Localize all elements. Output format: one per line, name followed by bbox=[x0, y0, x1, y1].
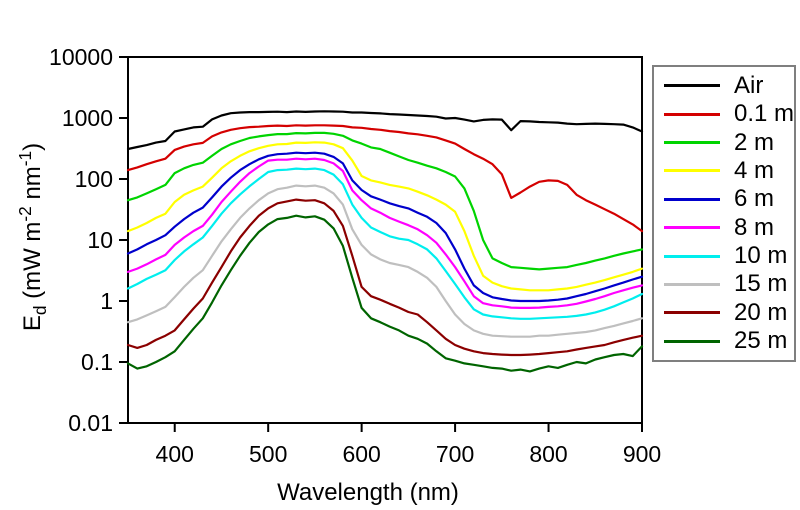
legend-item: Air bbox=[664, 72, 794, 100]
y-tick-label: 100 bbox=[75, 166, 113, 192]
x-tick-label: 700 bbox=[436, 441, 474, 467]
legend-line-swatch bbox=[664, 339, 720, 343]
legend-item: 25 m bbox=[664, 327, 794, 355]
legend-line-swatch bbox=[664, 141, 720, 145]
y-tick-label: 1000 bbox=[62, 105, 113, 131]
curve-0-1-m bbox=[126, 124, 644, 233]
curve-2-m bbox=[126, 131, 644, 271]
legend-item: 4 m bbox=[664, 157, 794, 185]
legend-item-label: 6 m bbox=[734, 185, 775, 213]
x-tick-label: 500 bbox=[249, 441, 287, 467]
y-tick-label: 10 bbox=[87, 227, 113, 253]
legend-item: 0.1 m bbox=[664, 100, 794, 128]
legend-item-label: 4 m bbox=[734, 156, 775, 184]
y-axis-symbol: E bbox=[19, 315, 47, 332]
legend-item-label: 2 m bbox=[734, 128, 775, 156]
y-axis-unit-mid: nm bbox=[19, 166, 47, 207]
legend-item: 2 m bbox=[664, 128, 794, 156]
legend-line-swatch bbox=[664, 282, 720, 286]
legend-line-swatch bbox=[664, 226, 720, 230]
legend-item-label: 10 m bbox=[734, 242, 788, 270]
legend-item: 15 m bbox=[664, 270, 794, 298]
curve-4-m bbox=[126, 141, 644, 292]
y-axis-unit-open: (mW m bbox=[19, 221, 47, 306]
curve-20-m bbox=[126, 198, 644, 357]
legend-line-swatch bbox=[664, 112, 720, 116]
legend-item-label: 15 m bbox=[734, 270, 788, 298]
x-tick-label: 600 bbox=[342, 441, 380, 467]
legend-item: 20 m bbox=[664, 299, 794, 327]
y-axis-unit-close: ) bbox=[19, 142, 47, 151]
legend-line-swatch bbox=[664, 197, 720, 201]
legend-line-swatch bbox=[664, 254, 720, 258]
y-tick-label: 0.1 bbox=[81, 349, 113, 375]
plot-frame bbox=[127, 56, 643, 424]
y-axis-exponent-1: -2 bbox=[15, 206, 36, 222]
legend-item-label: 0.1 m bbox=[734, 100, 795, 128]
legend-item: 10 m bbox=[664, 242, 794, 270]
x-tick-label: 900 bbox=[623, 441, 661, 467]
x-tick-label: 800 bbox=[529, 441, 567, 467]
y-axis-symbol-subscript: d bbox=[29, 305, 50, 316]
y-tick-label: 1 bbox=[100, 288, 113, 314]
curve-6-m bbox=[126, 151, 644, 303]
curve-10-m bbox=[126, 167, 644, 320]
legend-line-swatch bbox=[664, 84, 720, 88]
legend-item-label: Air bbox=[734, 71, 764, 99]
legend-item: 6 m bbox=[664, 185, 794, 213]
curve-air bbox=[126, 110, 644, 151]
x-tick-label: 400 bbox=[156, 441, 194, 467]
x-axis-title: Wavelength (nm) bbox=[277, 479, 459, 506]
y-axis-exponent-2: -1 bbox=[15, 150, 36, 167]
y-axis-title: Ed (mW m-2 nm-1) bbox=[15, 143, 51, 331]
legend-line-swatch bbox=[664, 169, 720, 173]
legend-item: 8 m bbox=[664, 214, 794, 242]
legend-line-swatch bbox=[664, 311, 720, 315]
y-tick-label: 10000 bbox=[49, 44, 113, 70]
legend-item-label: 8 m bbox=[734, 213, 775, 241]
legend-item-label: 25 m bbox=[734, 327, 788, 355]
y-tick-label: 0.01 bbox=[68, 410, 113, 436]
curve-8-m bbox=[126, 157, 644, 309]
curve-25-m bbox=[126, 214, 644, 373]
legend-item-label: 20 m bbox=[734, 298, 788, 326]
curve-15-m bbox=[126, 184, 644, 338]
